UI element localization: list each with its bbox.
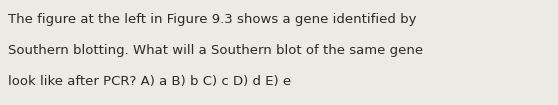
Text: The figure at the left in Figure 9.3 shows a gene identified by: The figure at the left in Figure 9.3 sho… [8, 13, 417, 26]
Text: look like after PCR? A) a B) b C) c D) d E) e: look like after PCR? A) a B) b C) c D) d… [8, 75, 291, 88]
Text: Southern blotting. What will a Southern blot of the same gene: Southern blotting. What will a Southern … [8, 44, 424, 57]
